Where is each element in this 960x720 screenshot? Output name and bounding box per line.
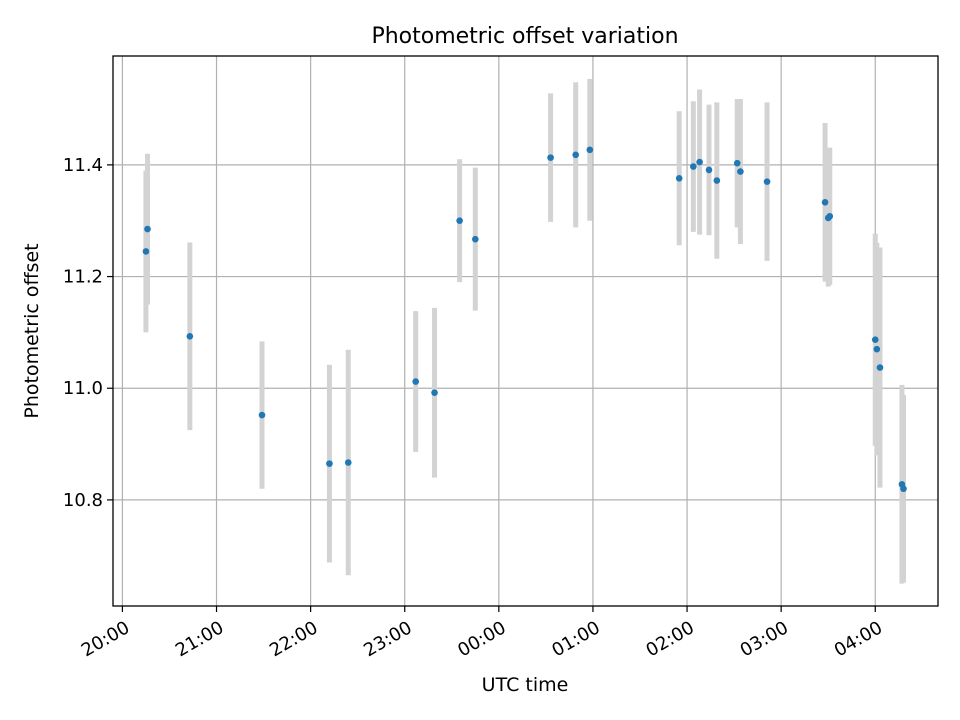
data-point — [705, 166, 713, 174]
x-tick-label: 01:00 — [548, 617, 603, 661]
data-point — [900, 485, 907, 493]
data-point — [821, 198, 829, 206]
x-tick-label: 22:00 — [266, 617, 321, 661]
data-point — [690, 163, 697, 170]
data-point — [876, 364, 884, 371]
data-point — [572, 151, 579, 159]
x-axis-label: UTC time — [482, 674, 569, 696]
data-point — [412, 378, 420, 385]
data-point — [696, 158, 703, 166]
data-point — [871, 336, 879, 343]
data-point — [586, 146, 594, 154]
x-tick-label: 03:00 — [737, 617, 792, 661]
data-point — [873, 345, 881, 353]
y-tick-label: 11.0 — [63, 378, 103, 399]
data-point — [713, 177, 721, 184]
y-axis-label: Photometric offset — [21, 243, 43, 418]
y-tick-label: 10.8 — [63, 490, 103, 511]
data-point — [737, 168, 744, 175]
x-tick-label: 20:00 — [78, 617, 133, 661]
data-point — [547, 154, 554, 161]
data-point — [326, 460, 333, 467]
y-tick-label: 11.4 — [63, 155, 103, 176]
x-tick-label: 02:00 — [643, 617, 698, 661]
y-axis: 10.8 11.0 11.2 11.4 — [63, 155, 113, 511]
data-point — [733, 159, 741, 167]
grid — [113, 56, 938, 606]
error-bars — [143, 78, 906, 584]
data-point — [826, 212, 834, 220]
x-axis: 20:00 21:00 22:00 23:00 00:00 01:00 02:00 03:00… — [78, 606, 886, 661]
data-point — [258, 411, 266, 419]
data-point — [763, 178, 771, 185]
x-tick-label: 21:00 — [172, 617, 227, 661]
x-tick-label: 04:00 — [831, 617, 886, 661]
data-point — [472, 235, 479, 243]
data-point — [456, 217, 463, 225]
data-point — [144, 225, 151, 233]
data-points — [142, 146, 907, 493]
x-tick-label: 00:00 — [454, 617, 509, 661]
data-point — [186, 333, 194, 340]
data-point — [431, 389, 438, 397]
plot-area-frame — [112, 55, 939, 607]
chart-title: Photometric offset variation — [371, 24, 678, 49]
y-tick-label: 11.2 — [63, 267, 103, 288]
data-point — [142, 248, 150, 255]
data-point — [675, 174, 683, 182]
data-point — [344, 459, 352, 466]
x-tick-label: 23:00 — [360, 617, 415, 661]
